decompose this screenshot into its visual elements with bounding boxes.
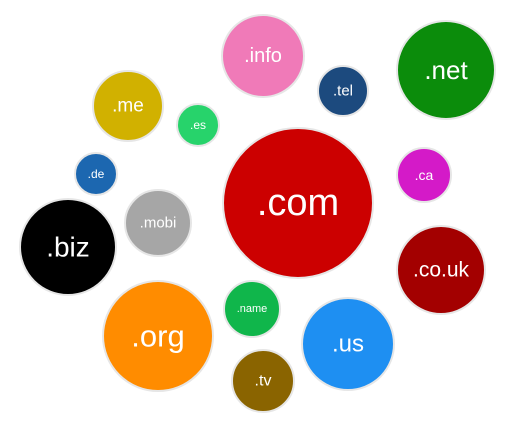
bubble-label-mobi: .mobi: [140, 215, 177, 232]
bubble-label-us: .us: [332, 331, 364, 358]
bubble-label-com: .com: [257, 182, 339, 224]
bubble-circle-es: [176, 103, 220, 147]
bubble-circle-us: [301, 297, 395, 391]
bubble-circle-me: [92, 70, 164, 142]
bubble-circle-com: [222, 127, 374, 279]
bubble-co-uk[interactable]: .co.uk: [396, 225, 486, 315]
bubble-label-ca: .ca: [415, 167, 434, 183]
bubble-biz[interactable]: .biz: [19, 198, 117, 296]
bubble-label-biz: .biz: [46, 232, 90, 263]
bubble-label-info: .info: [244, 45, 282, 67]
bubble-name[interactable]: .name: [223, 280, 281, 338]
bubble-circle-tv: [231, 349, 295, 413]
bubble-label-es: .es: [190, 118, 206, 132]
bubble-us[interactable]: .us: [301, 297, 395, 391]
bubble-circle-info: [221, 14, 305, 98]
bubble-label-org: .org: [131, 319, 184, 354]
bubble-circle-de: [74, 152, 118, 196]
bubble-label-me: .me: [112, 96, 144, 117]
bubble-net[interactable]: .net: [396, 20, 496, 120]
bubble-label-tel: .tel: [333, 83, 353, 100]
bubble-circle-ca: [396, 147, 452, 203]
bubble-tv[interactable]: .tv: [231, 349, 295, 413]
bubble-es[interactable]: .es: [176, 103, 220, 147]
bubble-circle-net: [396, 20, 496, 120]
bubble-label-co-uk: .co.uk: [413, 259, 470, 282]
bubble-tel[interactable]: .tel: [317, 65, 369, 117]
bubble-org[interactable]: .org: [102, 280, 214, 392]
bubble-circle-co-uk: [396, 225, 486, 315]
bubble-label-name: .name: [237, 303, 268, 315]
bubble-circle-mobi: [124, 189, 192, 257]
bubble-circle-name: [223, 280, 281, 338]
bubble-info[interactable]: .info: [221, 14, 305, 98]
bubble-ca[interactable]: .ca: [396, 147, 452, 203]
bubble-me[interactable]: .me: [92, 70, 164, 142]
bubble-mobi[interactable]: .mobi: [124, 189, 192, 257]
bubble-circle-tel: [317, 65, 369, 117]
bubble-label-tv: .tv: [255, 373, 272, 390]
bubble-com[interactable]: .com: [222, 127, 374, 279]
bubble-de[interactable]: .de: [74, 152, 118, 196]
bubble-label-de: .de: [88, 167, 105, 181]
bubble-label-net: .net: [424, 55, 468, 85]
bubble-circle-biz: [19, 198, 117, 296]
bubble-circle-org: [102, 280, 214, 392]
